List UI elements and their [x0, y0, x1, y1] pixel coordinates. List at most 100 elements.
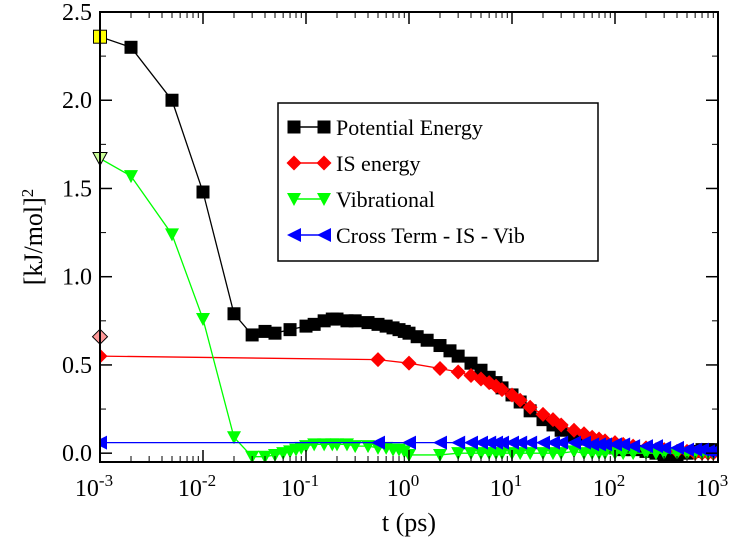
data-point	[370, 435, 385, 450]
x-tick-exponent: -2	[202, 471, 216, 490]
data-point	[567, 435, 582, 450]
data-point	[227, 307, 241, 321]
legend-swatch-marker	[317, 228, 331, 242]
data-point	[258, 324, 272, 338]
data-point	[616, 437, 631, 452]
legend-box	[277, 102, 599, 262]
data-point	[401, 355, 417, 371]
data-point	[420, 333, 434, 347]
data-point	[473, 435, 488, 450]
data-point	[523, 447, 538, 461]
data-point	[451, 349, 465, 363]
data-point	[307, 317, 321, 331]
data-point	[227, 431, 242, 445]
data-point	[608, 437, 622, 452]
data-point	[464, 435, 479, 450]
x-tick-label: 103	[696, 471, 729, 502]
data-point	[268, 326, 282, 340]
data-point	[598, 447, 613, 461]
legend-item: Potential Energy	[287, 115, 483, 140]
data-point	[598, 437, 613, 452]
data-point	[330, 312, 344, 326]
x-tick-base: 10	[178, 476, 202, 502]
data-point	[536, 447, 551, 461]
data-point	[512, 392, 528, 408]
data-point	[626, 439, 641, 454]
data-point	[495, 447, 510, 461]
data-point	[433, 448, 448, 462]
data-point	[451, 435, 466, 450]
y-tick-label: 2.5	[62, 0, 92, 26]
data-point	[545, 435, 560, 450]
legend-label: IS energy	[336, 151, 421, 176]
data-point	[513, 447, 528, 461]
legend-label: Cross Term - IS - Vib	[336, 223, 525, 248]
data-point	[410, 330, 424, 344]
data-point	[554, 435, 569, 450]
legend-label: Vibrational	[336, 187, 435, 212]
data-point	[494, 382, 510, 398]
data-point	[299, 440, 313, 454]
data-point	[535, 406, 551, 422]
x-tick-base: 10	[281, 476, 305, 502]
data-point	[164, 228, 179, 242]
x-tick-label: 10-1	[281, 471, 319, 502]
data-point	[361, 316, 375, 330]
legend-item: IS energy	[286, 151, 421, 176]
y-axis-label-superscript: 2	[18, 189, 37, 198]
y-tick-label: 2.0	[62, 88, 92, 114]
data-point	[536, 435, 551, 450]
legend-item: Cross Term - IS - Vib	[287, 223, 525, 248]
legend-swatch-marker	[287, 193, 301, 206]
data-point	[648, 439, 663, 454]
data-point	[402, 435, 416, 450]
x-tick-exponent: -1	[305, 471, 319, 490]
data-point	[513, 435, 528, 450]
legend: Potential Energy IS energy Vibrational Cros…	[277, 102, 599, 262]
data-point	[505, 435, 519, 450]
data-point	[100, 348, 108, 364]
x-tick-label: 10-3	[75, 471, 113, 502]
data-point	[670, 440, 685, 455]
y-axis-label-main: [kJ/mol]	[19, 197, 48, 285]
data-point	[451, 447, 466, 461]
data-point	[554, 447, 569, 461]
y-tick-label: 1.0	[62, 265, 92, 291]
data-point	[100, 435, 107, 450]
y-tick-label: 1.5	[62, 176, 92, 202]
x-tick-base: 10	[696, 476, 720, 502]
data-point	[679, 442, 694, 457]
x-tick-exponent: 3	[720, 471, 729, 490]
y-tick-label: 0.5	[62, 353, 92, 379]
x-tick-base: 10	[75, 476, 99, 502]
data-point	[348, 440, 363, 454]
data-point	[267, 448, 282, 462]
x-tick-exponent: 2	[617, 471, 626, 490]
legend-item: Vibrational	[287, 187, 435, 212]
data-point	[124, 170, 139, 184]
x-tick-base: 10	[387, 476, 411, 502]
data-point	[616, 447, 631, 461]
data-point	[124, 40, 138, 54]
data-point	[196, 313, 210, 327]
tick-labels-layer: 10-3 10-2 10-1 100 101 102 1030.00.51.01.52.02…	[62, 0, 728, 502]
data-point	[307, 438, 322, 452]
x-tick-exponent: 0	[411, 471, 420, 490]
data-point	[464, 356, 478, 370]
data-point	[522, 399, 538, 415]
data-point	[432, 360, 448, 376]
data-point	[370, 352, 386, 368]
data-point	[553, 417, 569, 433]
legend-swatch-marker	[287, 228, 301, 242]
data-point	[196, 185, 210, 199]
data-point	[330, 438, 345, 452]
data-point	[348, 314, 362, 328]
data-point	[464, 447, 479, 461]
legend-swatch-marker	[317, 193, 331, 206]
legend-label: Potential Energy	[336, 115, 483, 140]
data-point	[433, 435, 448, 450]
data-point	[450, 364, 466, 380]
data-point	[567, 445, 582, 459]
ticks-layer	[99, 11, 719, 462]
